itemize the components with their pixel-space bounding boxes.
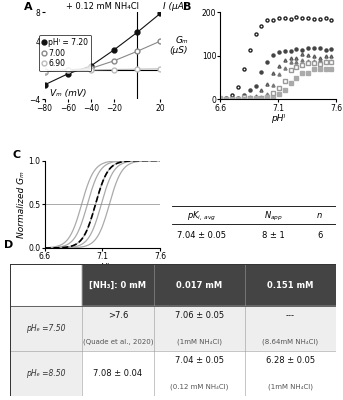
Text: D: D xyxy=(4,240,13,250)
Text: pK$_{\mathregular{i,\,avg}}$: pK$_{\mathregular{i,\,avg}}$ xyxy=(187,210,216,222)
Text: pHₑ =8.50: pHₑ =8.50 xyxy=(26,369,66,378)
Text: pHₑ =7.50: pHₑ =7.50 xyxy=(26,324,66,333)
Text: $N_{\mathregular{app}}$: $N_{\mathregular{app}}$ xyxy=(264,210,283,222)
Text: 8 ± 1: 8 ± 1 xyxy=(262,232,285,240)
Text: Vₘ (mV): Vₘ (mV) xyxy=(50,89,87,98)
Bar xyxy=(10,306,82,351)
Text: 7.08 ± 0.04: 7.08 ± 0.04 xyxy=(93,369,142,378)
Y-axis label: Gₘ
(μS): Gₘ (μS) xyxy=(169,36,188,55)
Text: 0.151 mM: 0.151 mM xyxy=(267,281,314,290)
Text: 0.017 mM: 0.017 mM xyxy=(176,281,222,290)
Text: >7.6: >7.6 xyxy=(108,311,128,320)
Text: (0.12 mM NH₄Cl): (0.12 mM NH₄Cl) xyxy=(170,384,228,390)
Bar xyxy=(82,306,336,351)
Text: A: A xyxy=(24,2,32,12)
Title: SLC4A11 pHₑ=8.50
+ 0.12 mM NH₄Cl: SLC4A11 pHₑ=8.50 + 0.12 mM NH₄Cl xyxy=(62,0,143,11)
Bar xyxy=(10,351,82,396)
Text: B: B xyxy=(184,2,192,12)
Text: (Quade et al., 2020): (Quade et al., 2020) xyxy=(83,339,153,345)
Text: ---: --- xyxy=(286,311,295,320)
X-axis label: pHᴵ: pHᴵ xyxy=(95,262,109,272)
Bar xyxy=(82,264,336,306)
Text: (8.64mM NH₄Cl): (8.64mM NH₄Cl) xyxy=(262,339,319,345)
Text: n: n xyxy=(317,212,322,220)
Text: (1mM NH₄Cl): (1mM NH₄Cl) xyxy=(268,384,313,390)
Text: 7.06 ± 0.05: 7.06 ± 0.05 xyxy=(175,311,224,320)
Y-axis label: Normalized Gₘ: Normalized Gₘ xyxy=(16,171,25,238)
Bar xyxy=(82,351,336,396)
Text: 7.04 ± 0.05: 7.04 ± 0.05 xyxy=(175,356,224,365)
Text: [NH₃]: 0 mM: [NH₃]: 0 mM xyxy=(89,281,146,290)
Text: (1mM NH₄Cl): (1mM NH₄Cl) xyxy=(177,339,222,345)
Legend: pHᴵ = 7.20, 7.00, 6.90: pHᴵ = 7.20, 7.00, 6.90 xyxy=(39,35,91,71)
Text: 6: 6 xyxy=(317,232,322,240)
Text: C: C xyxy=(12,150,20,160)
Text: I (μA): I (μA) xyxy=(163,2,187,10)
Text: 7.04 ± 0.05: 7.04 ± 0.05 xyxy=(177,232,226,240)
Text: 6.28 ± 0.05: 6.28 ± 0.05 xyxy=(266,356,315,365)
X-axis label: pHᴵ: pHᴵ xyxy=(271,114,285,123)
